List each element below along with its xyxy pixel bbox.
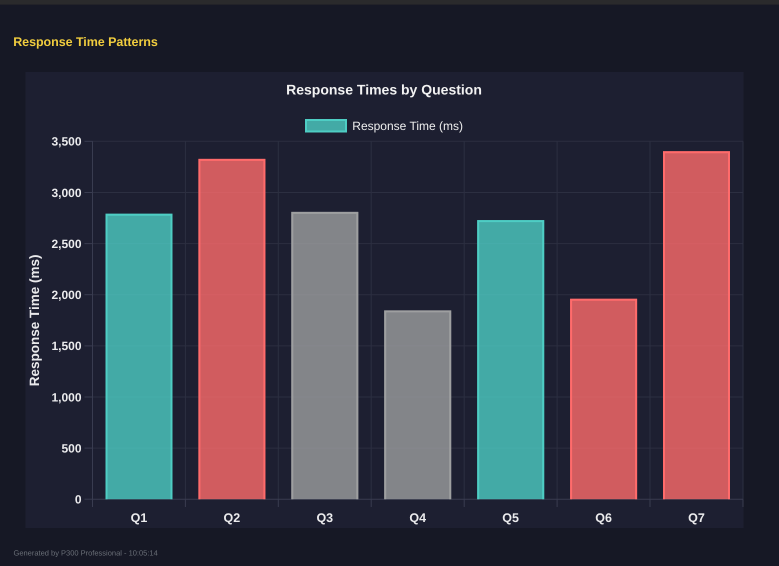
svg-text:Q5: Q5: [502, 511, 519, 525]
svg-text:Q3: Q3: [316, 511, 333, 525]
svg-text:0: 0: [75, 493, 82, 507]
svg-text:Q6: Q6: [595, 511, 612, 525]
svg-text:Q7: Q7: [688, 511, 705, 525]
svg-text:Q1: Q1: [131, 511, 148, 525]
svg-text:2,500: 2,500: [51, 237, 81, 251]
svg-text:Response Time Patterns: Response Time Patterns: [13, 35, 158, 49]
svg-text:Q2: Q2: [224, 511, 241, 525]
svg-text:Response Time (ms): Response Time (ms): [352, 119, 463, 133]
svg-text:3,500: 3,500: [51, 135, 81, 149]
svg-text:1,500: 1,500: [51, 339, 81, 353]
svg-text:500: 500: [61, 441, 81, 455]
svg-text:Q4: Q4: [409, 511, 426, 525]
svg-text:1,000: 1,000: [51, 390, 81, 404]
svg-text:Response Time (ms): Response Time (ms): [27, 255, 42, 387]
svg-text:Generated by P300 Professional: Generated by P300 Professional - 10:05:1…: [14, 548, 158, 557]
svg-text:3,000: 3,000: [51, 186, 81, 200]
svg-text:Response Times by Question: Response Times by Question: [286, 82, 482, 98]
svg-text:2,000: 2,000: [51, 288, 81, 302]
